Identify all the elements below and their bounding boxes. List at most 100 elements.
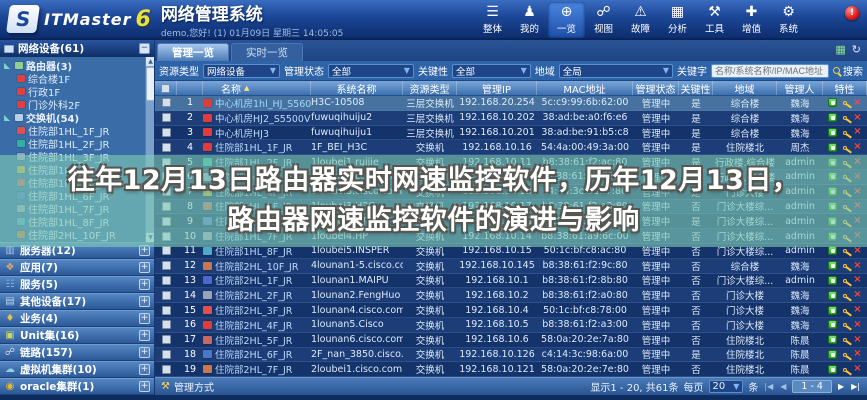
key-icon[interactable]	[843, 352, 848, 357]
key-icon[interactable]	[843, 293, 848, 298]
device-name-cell[interactable]: 住院部1HL_1F_JR	[203, 140, 311, 154]
expand-plus-icon[interactable]: +	[139, 364, 150, 375]
row-checkbox[interactable]	[161, 216, 171, 226]
row-checkbox[interactable]	[161, 157, 171, 167]
monitor-user-icon[interactable]	[828, 246, 838, 256]
device-name-cell[interactable]: 住院部2HL_6F_JR	[203, 348, 311, 361]
delete-icon[interactable]: ×	[853, 185, 862, 197]
device-name-cell[interactable]: 住院部1HL_7F_JR	[203, 229, 311, 243]
device-name-cell[interactable]: 住院部2HL_4F_JR	[203, 318, 311, 332]
expand-plus-icon[interactable]: +	[139, 262, 150, 273]
key-icon[interactable]	[843, 234, 848, 239]
key-icon[interactable]	[843, 249, 848, 254]
key-icon[interactable]	[843, 101, 848, 106]
sidebar-section-vm-cluster[interactable]: ☁ 虚拟机集群(10) +	[0, 361, 154, 378]
monitor-user-icon[interactable]	[828, 290, 838, 300]
delete-icon[interactable]: ×	[853, 111, 862, 123]
monitor-user-icon[interactable]	[828, 335, 838, 345]
monitor-user-icon[interactable]	[828, 305, 838, 315]
delete-icon[interactable]: ×	[853, 318, 862, 330]
table-row[interactable]: 15 住院部2HL_3F_JR 1lounan4.cisco.com 交换机 192.1…	[155, 303, 867, 318]
device-name-cell[interactable]: 住院部1HL_8F_JR	[203, 244, 311, 258]
key-icon[interactable]	[843, 338, 848, 343]
table-row[interactable]: 17 住院部2HL_5F_JR 1lounan6.cisco.com 交换机 192.1…	[155, 332, 867, 348]
column-header-管理人[interactable]: 管理人	[777, 81, 823, 95]
column-header-名称[interactable]: 名称 ▲	[203, 81, 311, 95]
collapse-button[interactable]: −	[139, 43, 150, 54]
key-icon[interactable]	[843, 116, 848, 121]
monitor-user-icon[interactable]	[828, 98, 838, 108]
tree-expand-icon[interactable]: ◣	[4, 113, 11, 122]
key-icon[interactable]	[843, 278, 848, 283]
row-checkbox[interactable]	[161, 201, 171, 211]
row-checkbox[interactable]	[161, 127, 171, 137]
table-row[interactable]: 3 中心机房HJ3 fuwuqihuiju1 三层交换机 192.168.10.201 3…	[155, 125, 867, 141]
sidebar-section-business[interactable]: ♦ 业务(4) +	[0, 310, 154, 327]
search-input[interactable]	[711, 63, 829, 78]
monitor-user-icon[interactable]	[828, 201, 838, 211]
device-name-cell[interactable]: 住院部2HL_1F_JR	[203, 274, 311, 287]
device-name-cell[interactable]: 住院部1HL_6F_JR	[203, 214, 311, 228]
last-page-button[interactable]: ▶|	[851, 382, 860, 391]
delete-icon[interactable]: ×	[853, 215, 862, 227]
nav-item-topology[interactable]: ☍ 视图	[585, 2, 622, 38]
monitor-user-icon[interactable]	[828, 157, 838, 167]
table-row[interactable]: 12 住院部2HL_10F_JR 4lounan1-5.cisco.com 交换机 19…	[155, 258, 867, 274]
row-checkbox[interactable]	[161, 349, 171, 359]
refresh-icon[interactable]: ↻	[851, 43, 861, 56]
row-checkbox[interactable]	[161, 364, 171, 374]
expand-plus-icon[interactable]: +	[139, 296, 150, 307]
key-icon[interactable]	[843, 264, 848, 269]
delete-icon[interactable]: ×	[853, 259, 862, 271]
filter-select-地域[interactable]: 全局 ▼	[558, 63, 673, 78]
column-header-特性[interactable]: 特性	[823, 81, 867, 95]
nav-item-tools[interactable]: ⚒ 工具	[696, 2, 733, 38]
nav-item-alert[interactable]: ⚠ 故障	[622, 2, 659, 38]
key-icon[interactable]	[843, 145, 848, 150]
monitor-user-icon[interactable]	[828, 349, 838, 359]
column-header-系统名称[interactable]: 系统名称	[311, 81, 403, 95]
row-checkbox[interactable]	[161, 187, 171, 197]
scroll-up-icon[interactable]: ▲	[146, 57, 154, 66]
tree-item[interactable]: 住院部1HL_2F_JR	[4, 137, 144, 151]
column-header-关键性[interactable]: 关键性	[679, 81, 713, 95]
tree-item[interactable]: ◣ 路由器(3)	[4, 59, 144, 73]
expand-plus-icon[interactable]: +	[139, 245, 150, 256]
alarm-icon[interactable]: !	[845, 6, 859, 20]
key-icon[interactable]	[843, 204, 848, 209]
device-name-cell[interactable]: 住院部2HL_10F_JR	[203, 259, 311, 273]
device-name-cell[interactable]: 住院部1HL_3F_JR	[203, 170, 311, 184]
excel-export-icon[interactable]: ▦	[835, 43, 846, 56]
nav-item-gear[interactable]: ⚙ 系统	[770, 2, 807, 38]
delete-icon[interactable]: ×	[853, 274, 862, 286]
tree-item[interactable]: 住院部1HL_1F_JR	[4, 124, 144, 138]
monitor-user-icon[interactable]	[828, 364, 838, 374]
nav-item-globe[interactable]: ⊕ 一览	[548, 2, 585, 38]
table-row[interactable]: 7 住院部1HL_4F_JR 1loubei3.cisco.com 交换机 192.16…	[155, 184, 867, 200]
key-icon[interactable]	[843, 367, 848, 372]
key-icon[interactable]	[843, 219, 848, 224]
column-header-MAC地址[interactable]: MAC地址	[537, 81, 633, 95]
table-row[interactable]: 16 住院部2HL_4F_JR 1lounan5.Cisco 交换机 192.168.1…	[155, 317, 867, 333]
delete-icon[interactable]: ×	[853, 200, 862, 212]
monitor-user-icon[interactable]	[828, 320, 838, 330]
delete-icon[interactable]: ×	[853, 363, 862, 375]
device-name-cell[interactable]: 住院部2HL_7F_JR	[203, 362, 311, 376]
sidebar-section-link[interactable]: ☍ 链路(157) +	[0, 344, 154, 361]
nav-item-plus[interactable]: ✚ 增值	[733, 2, 770, 38]
row-checkbox[interactable]	[161, 290, 171, 300]
row-checkbox[interactable]	[161, 261, 171, 271]
device-name-cell[interactable]: 中心机房HJ2_S5500V2	[203, 111, 311, 125]
expand-plus-icon[interactable]: +	[139, 313, 150, 324]
tree-item[interactable]: ◣ 交换机(54)	[4, 111, 144, 125]
tree-expand-icon[interactable]: ◣	[4, 61, 11, 70]
delete-icon[interactable]: ×	[853, 348, 862, 360]
select-all-checkbox[interactable]	[161, 83, 170, 93]
nav-item-user[interactable]: ♟ 我的	[511, 2, 548, 38]
table-row[interactable]: 10 住院部1HL_7F_JR 1loubei4.HP 交换机 192.168.10.1…	[155, 229, 867, 244]
monitor-user-icon[interactable]	[828, 275, 838, 285]
device-name-cell[interactable]: 住院部2HL_5F_JR	[203, 333, 311, 347]
delete-icon[interactable]: ×	[853, 156, 862, 168]
table-row[interactable]: 1 中心机房1hl_HJ_S5600 H3C-10508 三层交换机 192.168.2…	[155, 96, 867, 111]
expand-plus-icon[interactable]: +	[139, 381, 150, 392]
